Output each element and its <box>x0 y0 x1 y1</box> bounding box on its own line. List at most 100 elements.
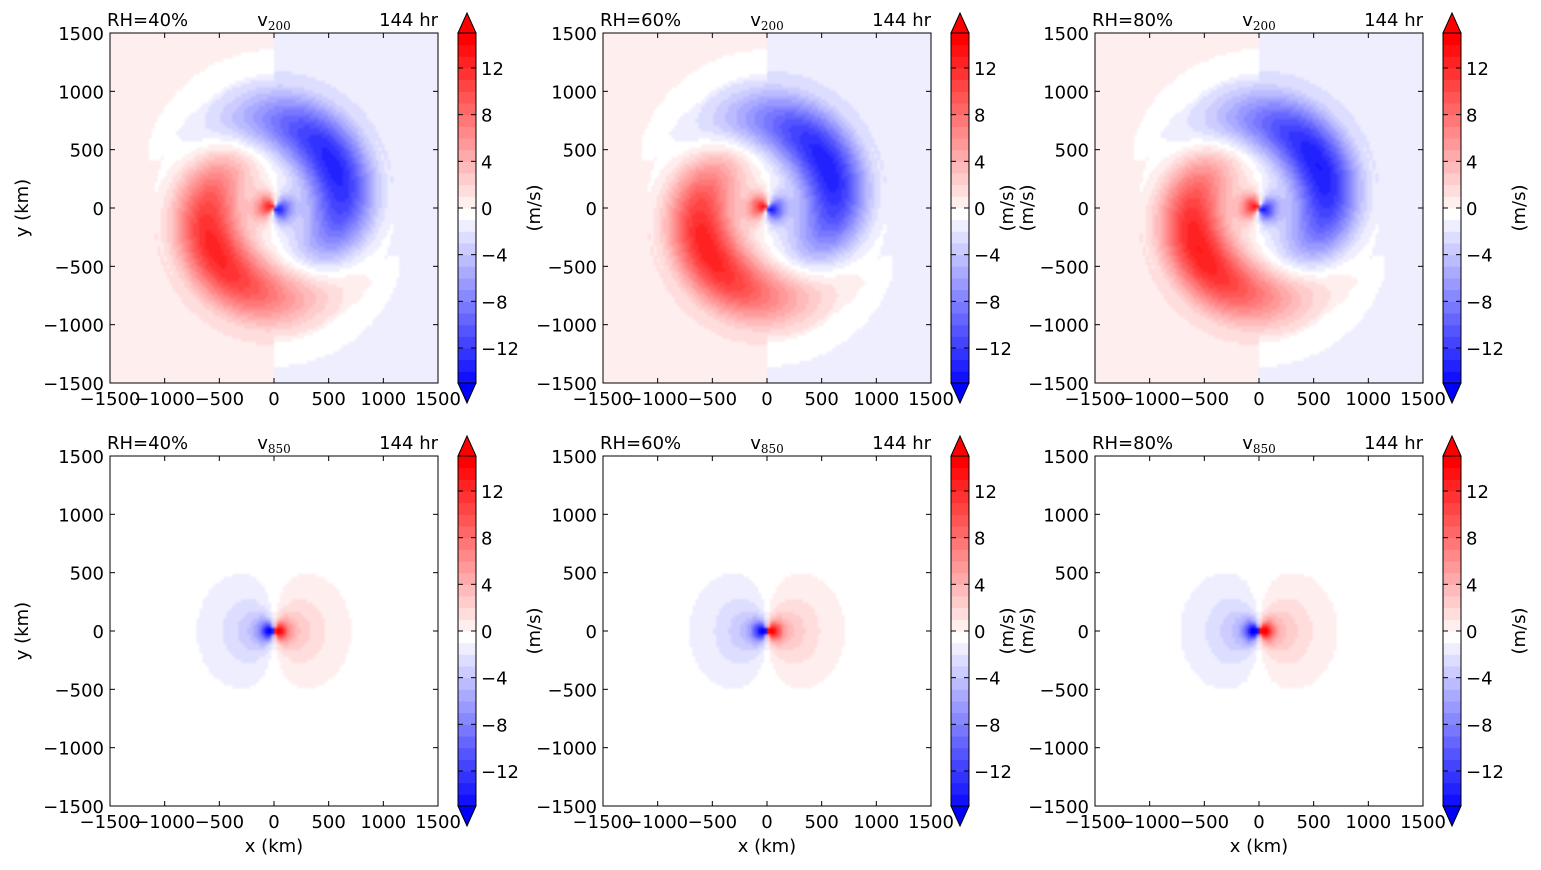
colorbar-band <box>951 584 969 597</box>
panel-title-right: 144 hr <box>379 433 438 454</box>
y-tick-label: −500 <box>55 680 104 701</box>
colorbar-band <box>951 68 969 81</box>
x-tick-label: −500 <box>195 812 244 833</box>
colorbar-tick-label: −4 <box>481 669 508 690</box>
colorbar-band <box>951 561 969 574</box>
colorbar-band <box>1443 208 1461 221</box>
x-tick-label: 500 <box>311 389 345 410</box>
panel-title-left: RH=40% <box>107 10 188 31</box>
y-tick-label: 500 <box>563 564 597 585</box>
colorbar-label: (m/s) <box>524 607 545 654</box>
colorbar-band <box>458 138 476 151</box>
colorbar-band <box>458 724 476 737</box>
title-subscript: 200 <box>268 19 291 33</box>
colorbar-tick-label: 4 <box>1466 575 1477 596</box>
colorbar-band <box>951 724 969 737</box>
colorbar-band <box>458 514 476 527</box>
panel-title-right: 144 hr <box>872 433 931 454</box>
colorbar-extend-top <box>457 434 477 457</box>
y-tick-label: 1500 <box>1043 447 1089 468</box>
field-image <box>603 33 931 383</box>
y-tick-label: 1000 <box>58 82 104 103</box>
chart-panel-p5: −1500−1000 −500 0 500 1000 1500−1500−1000−500… <box>536 433 1038 857</box>
colorbar-band <box>1443 467 1461 480</box>
y-tick-label: 1500 <box>551 24 597 45</box>
colorbar-band <box>1443 642 1461 655</box>
colorbar-band <box>951 359 969 372</box>
colorbar-band <box>1443 196 1461 209</box>
x-tick-label: 1500 <box>908 812 954 833</box>
colorbar-band <box>458 126 476 139</box>
y-tick-label: −1500 <box>43 797 104 818</box>
colorbar-band <box>1443 79 1461 92</box>
colorbar-band <box>951 219 969 232</box>
x-tick-label: 0 <box>268 812 279 833</box>
colorbar-band <box>458 747 476 760</box>
colorbar-band <box>951 126 969 139</box>
colorbar-band <box>1443 666 1461 679</box>
colorbar-tick-label: 8 <box>974 106 985 127</box>
panel-title-right: 144 hr <box>379 10 438 31</box>
colorbar-band <box>458 103 476 116</box>
colorbar-band <box>951 114 969 127</box>
colorbar-band <box>458 301 476 314</box>
colorbar-label: (m/s) <box>524 184 545 231</box>
panel-title-left: RH=80% <box>1092 433 1173 454</box>
colorbar-band <box>458 208 476 221</box>
colorbar-band <box>951 747 969 760</box>
colorbar-tick-label: 0 <box>974 622 985 643</box>
colorbar-tick-label: 0 <box>974 199 985 220</box>
colorbar-band <box>951 254 969 267</box>
x-tick-label: −1000 <box>134 389 195 410</box>
y-tick-label: −500 <box>548 680 597 701</box>
colorbar-band <box>1443 231 1461 244</box>
colorbar-band <box>1443 359 1461 372</box>
colorbar-tick-label: 0 <box>1466 622 1477 643</box>
colorbar-band <box>458 324 476 337</box>
x-tick-label: −1500 <box>80 389 141 410</box>
y-tick-label: 0 <box>93 199 104 220</box>
x-tick-label: −1000 <box>627 389 688 410</box>
colorbar-extend-top <box>1442 11 1462 34</box>
y-tick-label: 1000 <box>1043 82 1089 103</box>
x-tick-label: 0 <box>1253 389 1264 410</box>
x-tick-label: 1000 <box>853 812 899 833</box>
colorbar-band <box>1443 184 1461 197</box>
x-tick-label: 1000 <box>1345 812 1391 833</box>
colorbar-tick-label: 0 <box>481 199 492 220</box>
colorbar-band <box>951 44 969 57</box>
title-var: v <box>750 10 761 31</box>
y-tick-label: 1000 <box>58 505 104 526</box>
panel-title-right: 144 hr <box>1364 433 1423 454</box>
field-image <box>1095 33 1423 383</box>
colorbar-band <box>458 359 476 372</box>
x-axis-label: x (km) <box>245 836 303 857</box>
colorbar-tick-label: −8 <box>974 292 1001 313</box>
colorbar-band <box>951 79 969 92</box>
colorbar-band <box>458 537 476 550</box>
colorbar-band <box>458 254 476 267</box>
colorbar-band <box>951 794 969 807</box>
title-var: v <box>257 433 268 454</box>
colorbar-tick-label: 4 <box>974 152 985 173</box>
panel-title-center: v200 <box>257 10 291 33</box>
chart-panel-p3: −1500−1000 −500 0 500 1000 1500−1500−1000−500… <box>997 10 1530 410</box>
colorbar-band <box>1443 561 1461 574</box>
colorbar-band <box>951 173 969 186</box>
colorbar-tick-label: 8 <box>481 529 492 550</box>
colorbar-tick-label: −4 <box>974 669 1001 690</box>
colorbar-band <box>1443 771 1461 784</box>
colorbar-band <box>951 324 969 337</box>
colorbar-tick-label: −12 <box>481 762 519 783</box>
colorbar-band <box>1443 68 1461 81</box>
colorbar-tick-label: 0 <box>1466 199 1477 220</box>
colorbar-band <box>1443 654 1461 667</box>
colorbar-band <box>951 208 969 221</box>
colorbar-band <box>1443 456 1461 469</box>
colorbar-tick-label: 0 <box>481 622 492 643</box>
y-tick-label: 0 <box>586 199 597 220</box>
colorbar-tick-label: 12 <box>481 482 504 503</box>
x-tick-label: −1500 <box>1065 389 1126 410</box>
colorbar-band <box>951 631 969 644</box>
colorbar-band <box>458 231 476 244</box>
